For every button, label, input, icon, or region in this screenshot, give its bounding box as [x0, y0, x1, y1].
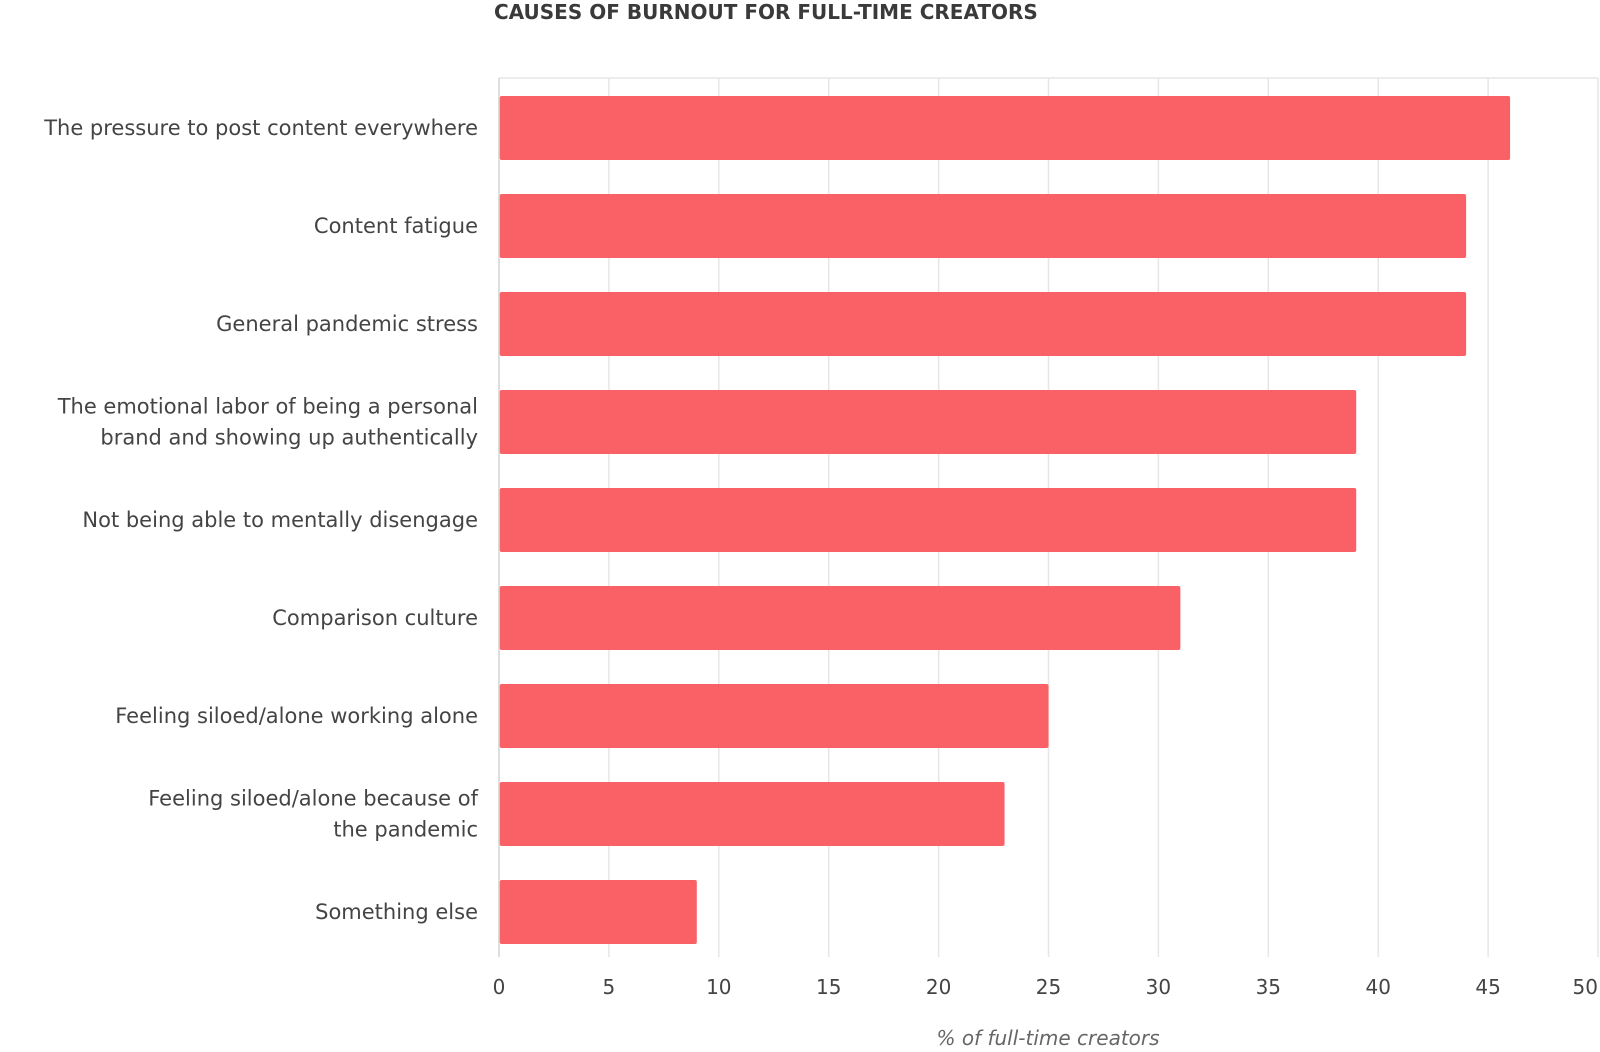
category-label: Comparison culture — [272, 606, 478, 630]
bar — [499, 96, 1511, 160]
x-tick-label: 40 — [1365, 975, 1390, 999]
category-label: Feeling siloed/alone working alone — [115, 704, 478, 728]
x-axis-title: % of full-time creators — [936, 1026, 1159, 1050]
bar — [499, 488, 1357, 552]
x-tick-label: 50 — [1573, 975, 1598, 999]
x-tick-label: 35 — [1256, 975, 1281, 999]
bar — [499, 586, 1181, 650]
category-label: Not being able to mentally disengage — [82, 508, 478, 532]
bar — [499, 390, 1357, 454]
x-tick-label: 5 — [603, 975, 616, 999]
category-label: The pressure to post content everywhere — [43, 116, 478, 140]
category-label: Something else — [315, 900, 478, 924]
category-label: General pandemic stress — [216, 312, 478, 336]
bar — [499, 782, 1005, 846]
bar — [499, 194, 1467, 258]
bar — [499, 880, 697, 944]
bars — [499, 96, 1511, 944]
x-tick-label: 30 — [1146, 975, 1171, 999]
category-label: Feeling siloed/alone because of the pande… — [148, 787, 478, 842]
x-tick-label: 0 — [493, 975, 506, 999]
x-tick-labels: 0 5 10 15 20 25 30 35 40 45 50 — [493, 975, 1598, 999]
category-label: Content fatigue — [314, 214, 478, 238]
x-tick-label: 10 — [706, 975, 731, 999]
category-labels: The pressure to post content everywhere C… — [43, 116, 478, 924]
x-tick-label: 20 — [926, 975, 951, 999]
bar — [499, 292, 1467, 356]
chart-title: CAUSES OF BURNOUT FOR FULL-TIME CREATORS — [494, 0, 1038, 24]
x-tick-label: 15 — [816, 975, 841, 999]
x-tick-label: 25 — [1036, 975, 1061, 999]
x-tick-label: 45 — [1475, 975, 1500, 999]
category-label: The emotional labor of being a personal b… — [57, 395, 478, 450]
bar — [499, 684, 1049, 748]
